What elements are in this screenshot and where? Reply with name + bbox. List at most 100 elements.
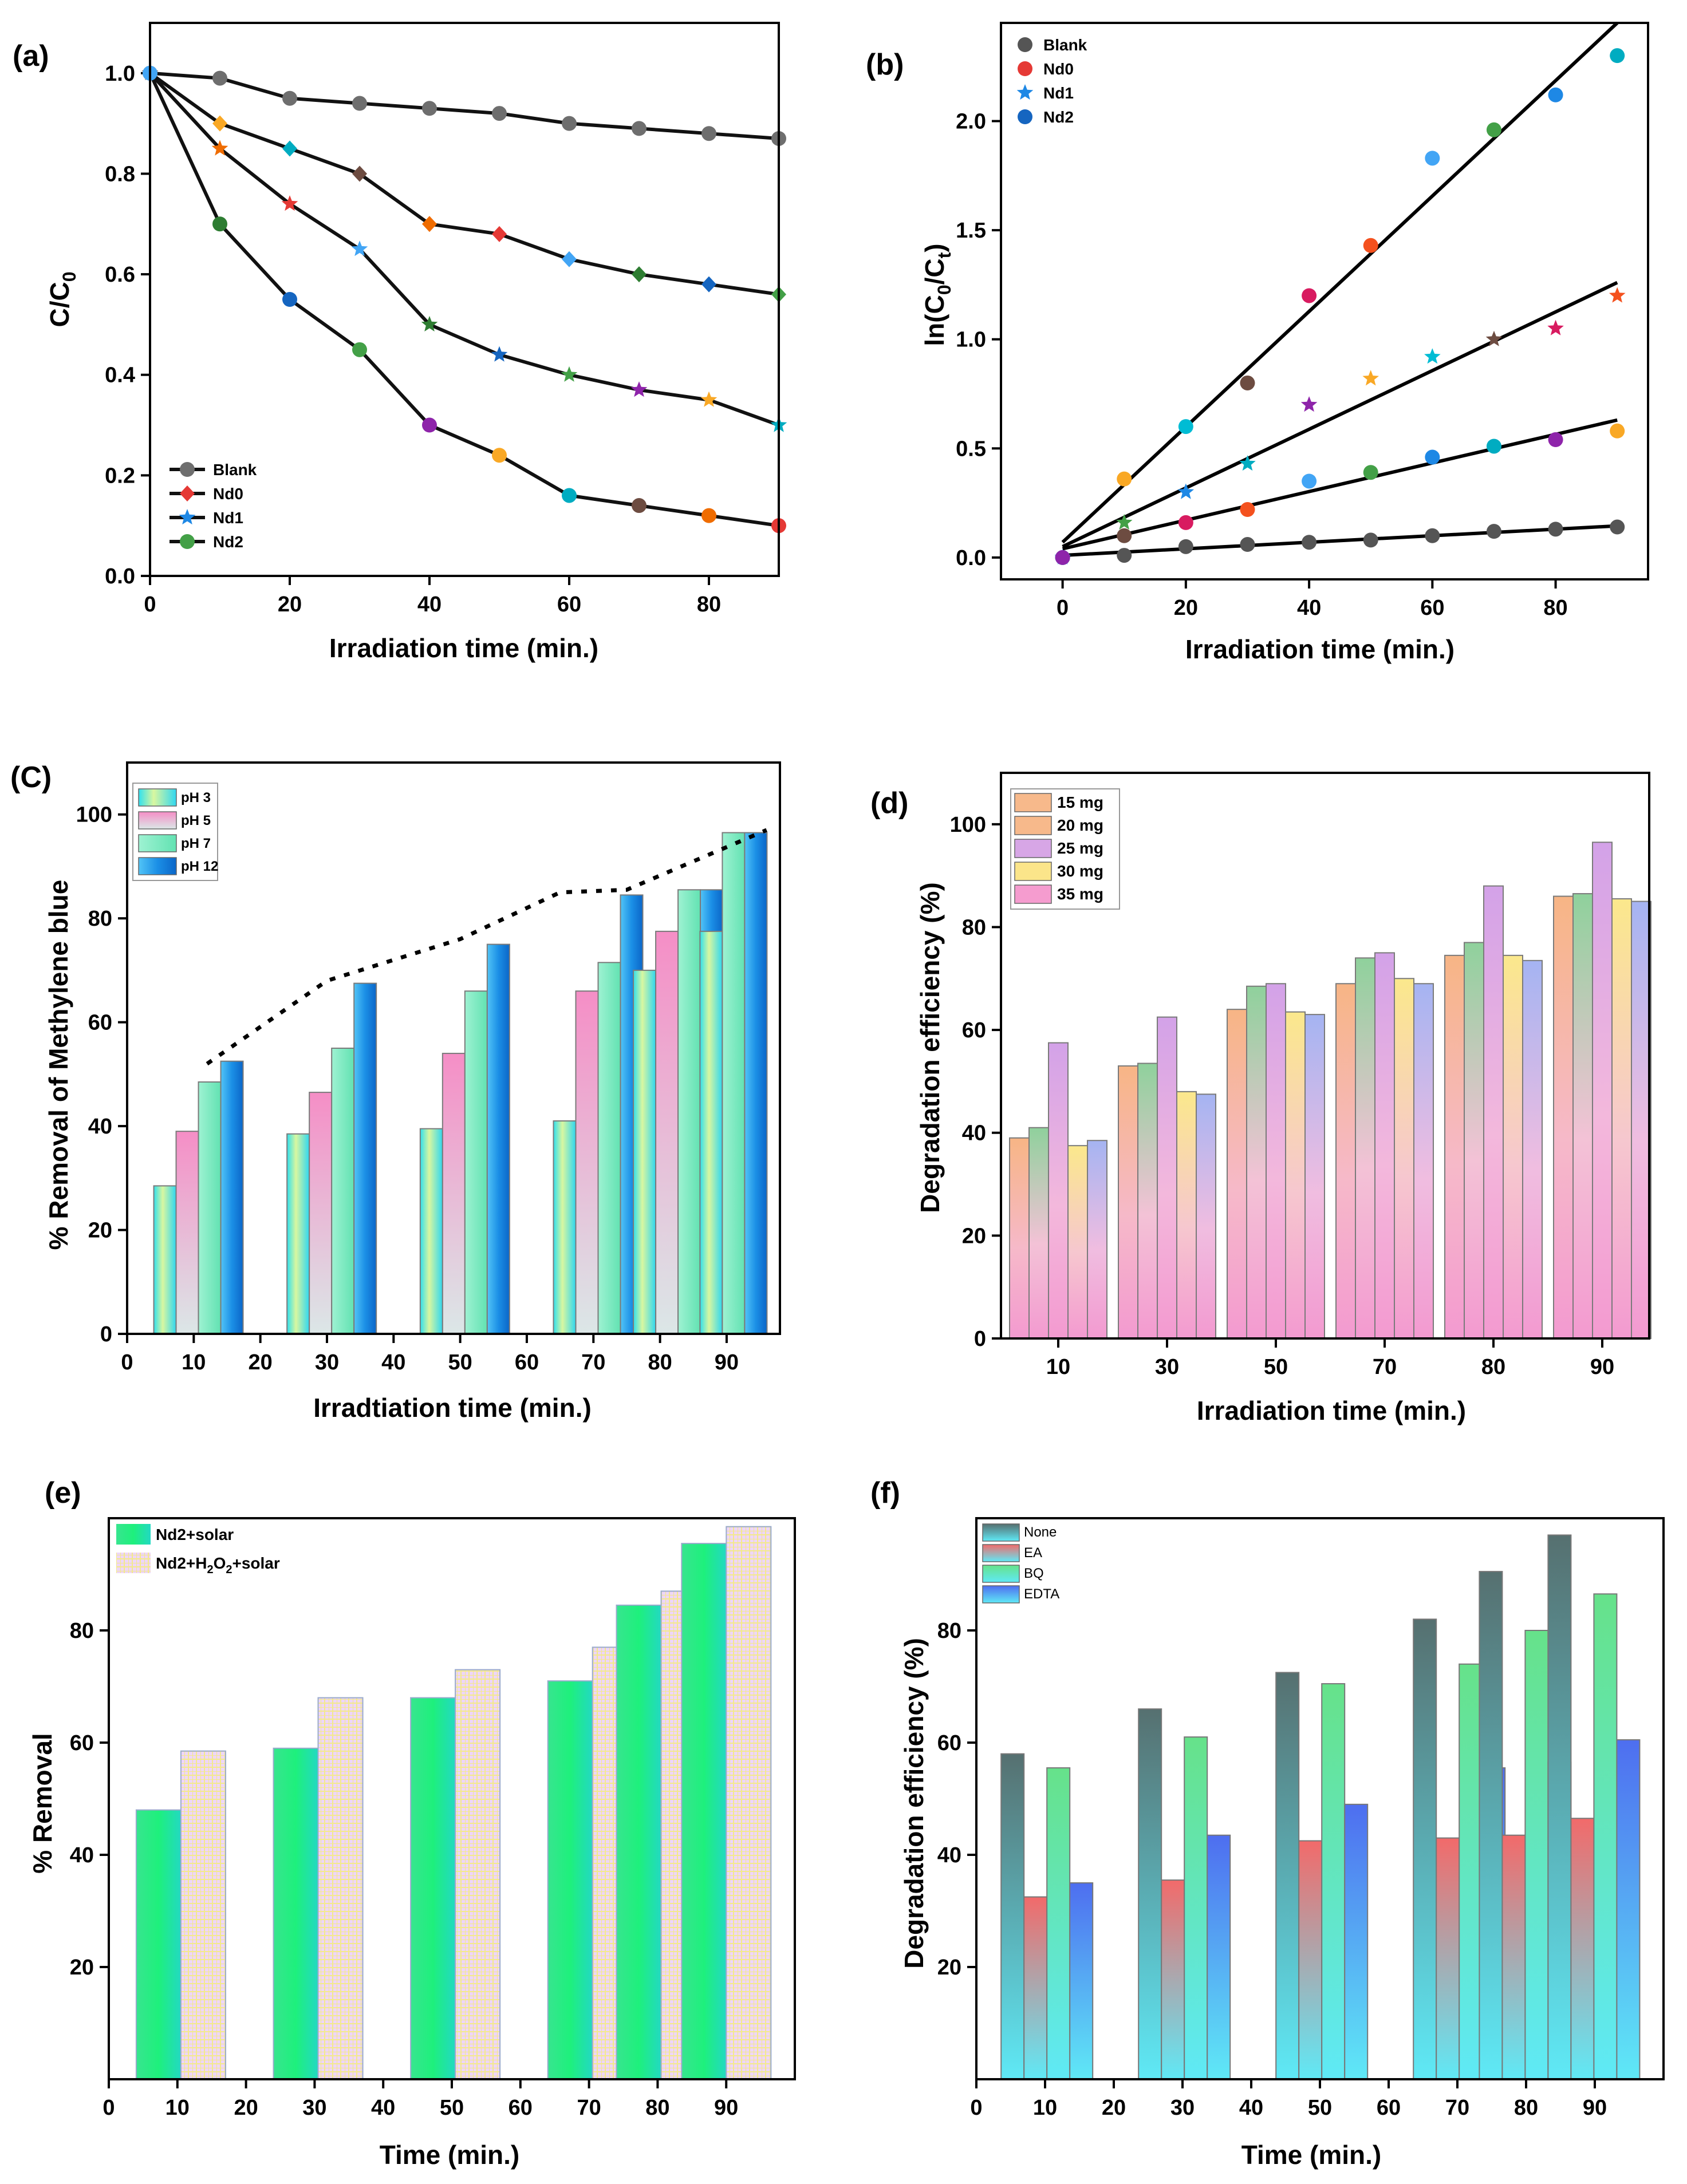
data-point-nd1 bbox=[211, 140, 228, 156]
bar-ph-12 bbox=[353, 982, 377, 1335]
bar-none bbox=[1138, 1708, 1162, 2080]
bar-none bbox=[1547, 1534, 1572, 2080]
y-tick-label: 1.0 bbox=[956, 328, 986, 352]
panel-c-ylabel: % Removal of Methylene blue bbox=[44, 880, 73, 1250]
x-tick-label: 20 bbox=[234, 2096, 258, 2120]
y-tick-label: 0.0 bbox=[105, 564, 135, 589]
y-tick-label: 0.4 bbox=[105, 364, 135, 388]
data-point-nd2 bbox=[282, 292, 297, 307]
x-tick-label: 60 bbox=[557, 593, 581, 617]
bar-30-mg bbox=[1503, 954, 1523, 1339]
legend-label: pH 3 bbox=[181, 790, 211, 805]
bar-ph-7 bbox=[464, 990, 488, 1334]
bar-bq bbox=[1459, 1663, 1483, 2080]
data-point-blank bbox=[422, 101, 437, 116]
x-tick-label: 80 bbox=[645, 2096, 669, 2120]
data-point-nd1 bbox=[1547, 319, 1564, 335]
bar-nd2-solar bbox=[616, 1604, 662, 2080]
x-tick-label: 0 bbox=[121, 1350, 133, 1375]
x-tick-label: 70 bbox=[577, 2096, 601, 2120]
panel-a-label: (a) bbox=[13, 40, 49, 73]
legend-swatch bbox=[138, 834, 177, 852]
y-tick-label: 100 bbox=[76, 803, 112, 827]
panel-b-ylabel-part-2: /C bbox=[920, 258, 949, 285]
y-tick-label: 100 bbox=[950, 813, 986, 837]
y-tick-label: 60 bbox=[962, 1018, 986, 1042]
data-point-nd0 bbox=[1425, 449, 1440, 465]
x-tick-label: 0 bbox=[103, 2096, 115, 2120]
data-point-blank bbox=[492, 106, 507, 121]
bar-30-mg bbox=[1176, 1091, 1197, 1339]
x-tick-label: 70 bbox=[1445, 2096, 1469, 2120]
data-point-nd2 bbox=[701, 508, 716, 523]
bar-nd2-solar bbox=[547, 1680, 593, 2080]
legend-marker bbox=[1018, 109, 1032, 124]
legend-label: Blank bbox=[213, 461, 257, 479]
bar-35-mg bbox=[1196, 1093, 1216, 1339]
data-point-nd2 bbox=[1486, 122, 1501, 137]
x-tick-label: 90 bbox=[1590, 1355, 1614, 1379]
series-line-blank bbox=[149, 71, 779, 140]
panel-a-xlabel: Irradiation time (min.) bbox=[329, 633, 598, 663]
x-tick-label: 80 bbox=[1514, 2096, 1538, 2120]
data-point-nd0 bbox=[1610, 423, 1625, 439]
bar-20-mg bbox=[1246, 985, 1267, 1339]
data-point-nd2 bbox=[562, 488, 577, 503]
data-point-blank bbox=[212, 70, 227, 86]
legend-label: EA bbox=[1024, 1545, 1042, 1561]
panel-e-plot: 20 40 60 80 0 10 20 30 40 50 60 70 80 90 bbox=[70, 1526, 772, 2120]
data-point-nd1 bbox=[630, 381, 648, 397]
legend-label: 35 mg bbox=[1057, 885, 1103, 903]
data-point-nd2 bbox=[212, 216, 227, 232]
panel-e-ylabel: % Removal bbox=[27, 1733, 57, 1873]
bar-25-mg bbox=[1266, 983, 1286, 1339]
panel-b-legend: Blank Nd0 Nd1 Nd2 bbox=[1016, 36, 1087, 126]
panel-f-ylabel: Degradation efficiency (%) bbox=[899, 1638, 929, 1969]
bar-25-mg bbox=[1157, 1016, 1177, 1339]
bar-35-mg bbox=[1631, 901, 1651, 1339]
panel-f-label: (f) bbox=[870, 1476, 900, 1510]
data-point-nd0 bbox=[1240, 502, 1255, 518]
bar-15-mg bbox=[1553, 895, 1574, 1339]
fit-line-blank bbox=[1062, 524, 1618, 558]
y-tick-label: 20 bbox=[70, 1956, 94, 1980]
bar-30-mg bbox=[1285, 1011, 1306, 1339]
trend-line bbox=[206, 828, 768, 1066]
bar-ea bbox=[1023, 1896, 1048, 2080]
y-tick-label: 80 bbox=[937, 1619, 961, 1643]
panel-b-ylabel-part-0: ln(C bbox=[920, 295, 949, 346]
panel-d-plot: 0 20 40 60 80 100 10 30 50 70 80 90 bbox=[950, 813, 1651, 1379]
panel-f-plot: 20 40 60 80 0 10 20 30 40 50 60 70 80 90 bbox=[937, 1534, 1641, 2120]
bar-edta bbox=[1207, 1834, 1231, 2080]
y-tick-label: 0 bbox=[974, 1327, 986, 1351]
x-tick-label: 60 bbox=[515, 1350, 539, 1375]
y-tick-label: 1.5 bbox=[956, 219, 986, 243]
fit-line-nd2 bbox=[1061, 21, 1619, 544]
panel-e-label: (e) bbox=[45, 1476, 81, 1510]
x-tick-label: 20 bbox=[249, 1350, 273, 1375]
bar-ph-12 bbox=[220, 1060, 244, 1334]
bar-ph-7 bbox=[677, 889, 701, 1335]
data-point-nd2 bbox=[352, 342, 367, 357]
bar-30-mg bbox=[1067, 1145, 1088, 1339]
x-tick-label: 50 bbox=[1264, 1355, 1288, 1379]
data-point-nd1 bbox=[561, 366, 578, 382]
y-tick-label: 40 bbox=[88, 1115, 112, 1139]
panel-e-frame bbox=[108, 1517, 796, 2080]
bar-15-mg bbox=[1118, 1065, 1138, 1339]
bar-30-mg bbox=[1611, 898, 1632, 1339]
legend-label: Nd0 bbox=[1043, 60, 1074, 78]
panel-a-frame bbox=[149, 22, 780, 577]
x-tick-label: 0 bbox=[1057, 596, 1069, 620]
legend-label: 15 mg bbox=[1057, 793, 1103, 811]
legend-swatch bbox=[982, 1544, 1020, 1562]
bar-none bbox=[1413, 1618, 1437, 2080]
panel-b-xlabel: Irradiation time (min.) bbox=[1185, 634, 1455, 664]
panel-a-ylabel-main: C/C bbox=[45, 282, 74, 327]
panel-f-legend: None EA BQ EDTA bbox=[982, 1523, 1059, 1604]
data-point-nd0 bbox=[422, 216, 437, 232]
data-point-nd1 bbox=[1177, 483, 1195, 499]
data-point-nd0 bbox=[1363, 465, 1378, 480]
y-tick-label: 40 bbox=[937, 1843, 961, 1867]
